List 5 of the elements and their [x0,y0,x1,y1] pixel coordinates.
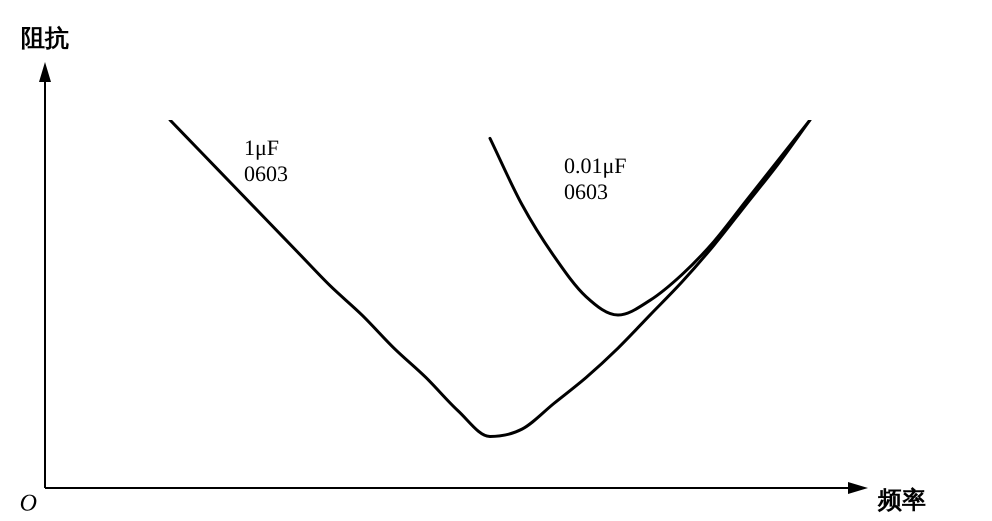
series-label: 1μF 0603 [244,134,288,186]
y-axis-title: 阻抗 [21,24,69,52]
x-axis-title: 频率 [877,486,926,514]
series-label: 0.01μF 0603 [564,153,627,204]
text: O [20,490,37,516]
